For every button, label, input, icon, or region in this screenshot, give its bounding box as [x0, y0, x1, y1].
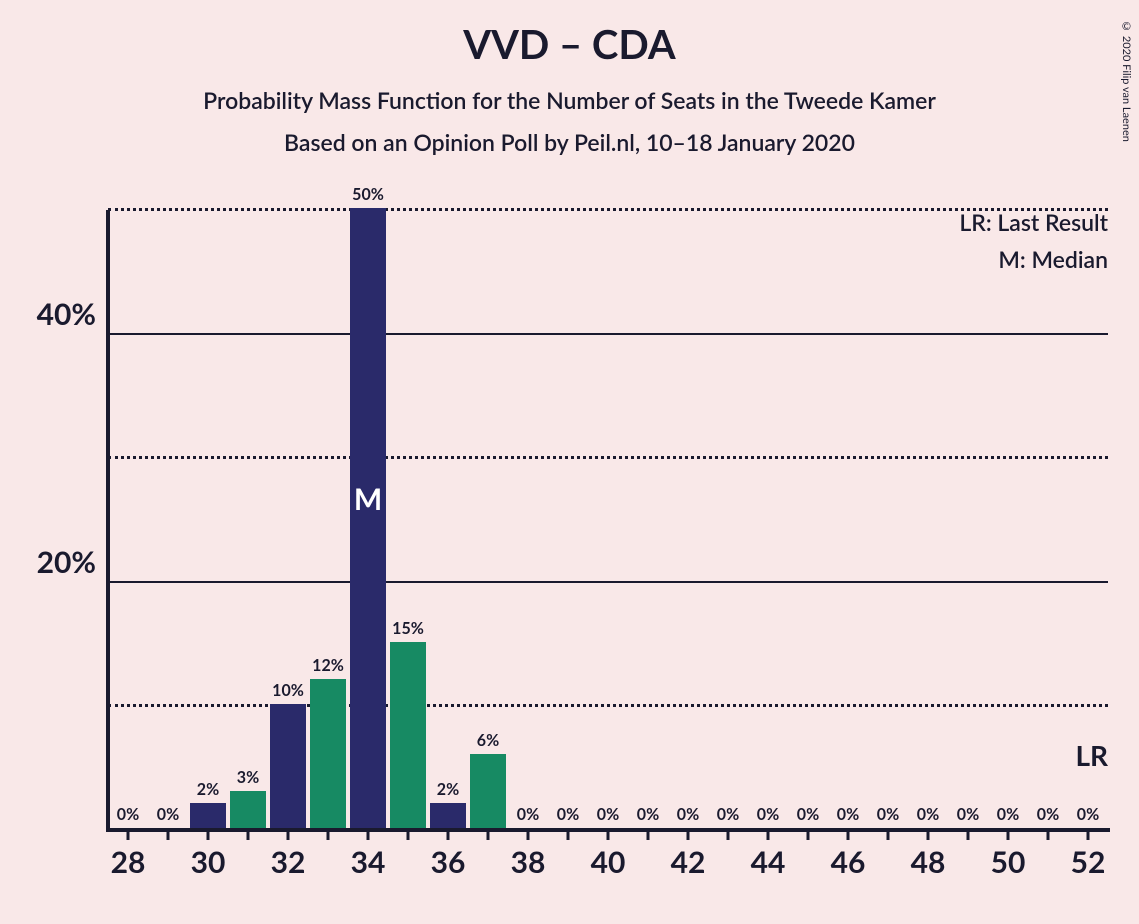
- bar-value-label: 10%: [272, 681, 304, 700]
- x-tick-mark: [647, 830, 650, 840]
- y-axis-label: 40%: [37, 296, 96, 332]
- chart-bar: [310, 679, 346, 828]
- median-marker: M: [354, 481, 382, 517]
- x-tick-mark: [927, 830, 930, 840]
- bar-value-label: 0%: [637, 805, 659, 824]
- lr-marker: LR: [1075, 738, 1108, 772]
- x-tick-mark: [727, 830, 730, 840]
- bar-value-label: 50%: [352, 185, 384, 204]
- chart-titles: VVD – CDA Probability Mass Function for …: [0, 0, 1139, 156]
- gridline-dotted: [108, 456, 1108, 459]
- bar-value-label: 15%: [392, 619, 424, 638]
- chart-bar: [190, 803, 226, 828]
- bar-value-label: 0%: [1077, 805, 1099, 824]
- bar-value-label: 0%: [117, 805, 139, 824]
- chart-bar: [270, 704, 306, 828]
- x-axis-label: 46: [831, 844, 866, 880]
- bar-value-label: 0%: [517, 805, 539, 824]
- bar-value-label: 0%: [797, 805, 819, 824]
- chart-bar: [230, 791, 266, 828]
- x-tick-mark: [287, 830, 290, 840]
- gridline-dotted: [108, 704, 1108, 707]
- bar-value-label: 0%: [837, 805, 859, 824]
- chart-bar: [350, 208, 386, 828]
- bar-value-label: 0%: [1037, 805, 1059, 824]
- x-tick-mark: [1087, 830, 1090, 840]
- bar-value-label: 0%: [677, 805, 699, 824]
- x-axis-label: 30: [191, 844, 226, 880]
- x-tick-mark: [247, 830, 250, 840]
- x-tick-mark: [1047, 830, 1050, 840]
- gridline-solid: [108, 581, 1108, 583]
- bar-value-label: 0%: [957, 805, 979, 824]
- x-tick-mark: [567, 830, 570, 840]
- x-axis-label: 42: [671, 844, 706, 880]
- x-axis-label: 48: [911, 844, 946, 880]
- bar-value-label: 0%: [877, 805, 899, 824]
- bar-value-label: 6%: [477, 731, 499, 750]
- bar-value-label: 2%: [437, 780, 459, 799]
- x-axis-label: 28: [111, 844, 146, 880]
- bar-value-label: 0%: [157, 805, 179, 824]
- bar-value-label: 0%: [597, 805, 619, 824]
- copyright-text: © 2020 Filip van Laenen: [1120, 20, 1133, 142]
- bar-value-label: 2%: [197, 780, 219, 799]
- chart-area: LR: Last Result M: Median 20%40%28303234…: [108, 210, 1108, 830]
- x-tick-mark: [327, 830, 330, 840]
- x-axis-label: 36: [431, 844, 466, 880]
- x-tick-mark: [527, 830, 530, 840]
- chart-subtitle-1: Probability Mass Function for the Number…: [0, 86, 1139, 114]
- chart-plot: 20%40%283032343638404244464850520%0%2%3%…: [108, 210, 1108, 830]
- x-axis-label: 38: [511, 844, 546, 880]
- x-tick-mark: [767, 830, 770, 840]
- y-axis: [106, 210, 110, 830]
- x-tick-mark: [487, 830, 490, 840]
- x-tick-mark: [207, 830, 210, 840]
- x-axis-label: 50: [991, 844, 1026, 880]
- bar-value-label: 0%: [557, 805, 579, 824]
- x-tick-mark: [687, 830, 690, 840]
- bar-value-label: 0%: [997, 805, 1019, 824]
- gridline-dotted: [108, 208, 1108, 211]
- y-axis-label: 20%: [37, 544, 96, 580]
- bar-value-label: 0%: [757, 805, 779, 824]
- x-axis-label: 32: [271, 844, 306, 880]
- x-tick-mark: [887, 830, 890, 840]
- x-tick-mark: [127, 830, 130, 840]
- x-axis-label: 44: [751, 844, 786, 880]
- x-tick-mark: [167, 830, 170, 840]
- x-axis-label: 52: [1071, 844, 1106, 880]
- chart-bar: [390, 642, 426, 828]
- x-axis-label: 40: [591, 844, 626, 880]
- bar-value-label: 3%: [237, 768, 259, 787]
- x-tick-mark: [607, 830, 610, 840]
- x-tick-mark: [407, 830, 410, 840]
- x-tick-mark: [807, 830, 810, 840]
- x-tick-mark: [847, 830, 850, 840]
- chart-subtitle-2: Based on an Opinion Poll by Peil.nl, 10–…: [0, 128, 1139, 156]
- bar-value-label: 0%: [717, 805, 739, 824]
- x-tick-mark: [367, 830, 370, 840]
- bar-value-label: 0%: [917, 805, 939, 824]
- x-axis-label: 34: [351, 844, 386, 880]
- chart-bar: [430, 803, 466, 828]
- chart-title: VVD – CDA: [0, 20, 1139, 68]
- bar-value-label: 12%: [312, 656, 344, 675]
- x-tick-mark: [1007, 830, 1010, 840]
- x-tick-mark: [447, 830, 450, 840]
- x-tick-mark: [967, 830, 970, 840]
- chart-bar: [470, 754, 506, 828]
- gridline-solid: [108, 333, 1108, 335]
